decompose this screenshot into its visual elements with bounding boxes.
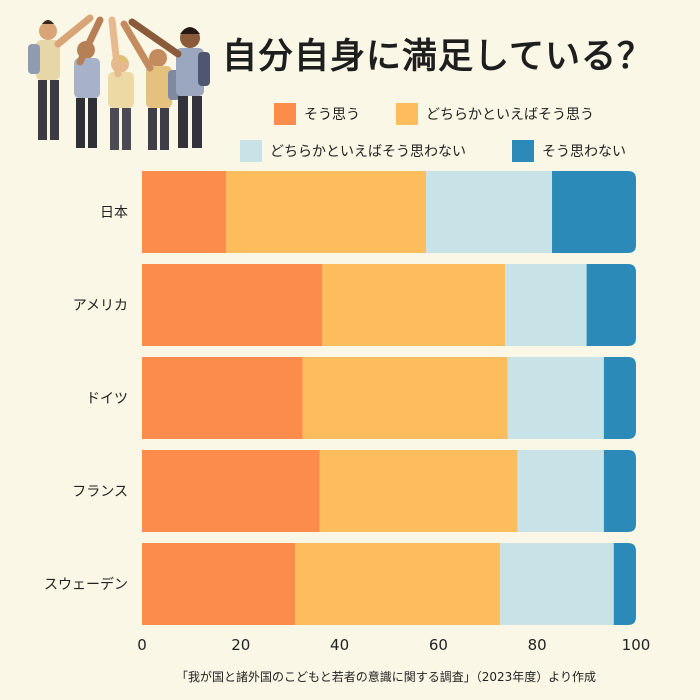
bar-segment — [426, 171, 553, 253]
x-tick-label: 40 — [330, 636, 349, 654]
bar-segment — [142, 450, 320, 532]
category-label: 日本 — [100, 205, 128, 221]
legend-label: どちらかといえばそう思う — [426, 107, 594, 123]
legend-label: そう思う — [304, 107, 360, 123]
category-label: ドイツ — [86, 391, 128, 407]
bar-segment — [225, 171, 427, 253]
bar-segment — [295, 543, 501, 625]
legend-swatch — [240, 140, 262, 162]
people-high-five-illustration — [28, 14, 210, 150]
bar-segment — [142, 543, 296, 625]
chart-title: 自分自身に満足している？ — [222, 37, 653, 77]
x-tick-label: 20 — [231, 636, 250, 654]
legend-label: どちらかといえばそう思わない — [270, 144, 466, 160]
bar-segment — [517, 450, 604, 532]
x-tick-label: 0 — [137, 636, 147, 654]
bar-segment — [142, 171, 226, 253]
x-tick-label: 80 — [528, 636, 547, 654]
bar-segment — [319, 450, 518, 532]
bar-segment — [552, 171, 636, 253]
legend-item-4: そう思わない — [512, 140, 626, 162]
bar-segment — [603, 357, 636, 439]
legend-swatch — [512, 140, 534, 162]
x-tick-label: 100 — [622, 636, 651, 654]
category-label: スウェーデン — [44, 576, 128, 593]
legend-swatch — [396, 103, 418, 125]
bar-segment — [613, 543, 636, 625]
legend-item-3: どちらかといえばそう思わない — [240, 140, 466, 162]
category-label: アメリカ — [73, 298, 128, 314]
legend-item-2: どちらかといえばそう思う — [396, 103, 594, 125]
legend-item-1: そう思う — [274, 103, 360, 125]
bar-segment — [500, 543, 614, 625]
bar-segment — [302, 357, 508, 439]
bar-segment — [505, 264, 587, 346]
bar-segment — [142, 357, 303, 439]
category-label: フランス — [72, 484, 128, 500]
source-note: 「我が国と諸外国のこどもと若者の意識に関する調査」（2023年度）より作成 — [176, 670, 597, 684]
x-tick-label: 60 — [429, 636, 448, 654]
legend-label: そう思わない — [542, 144, 626, 160]
bar-segment — [507, 357, 604, 439]
bar-segment — [142, 264, 323, 346]
bar-segment — [603, 450, 636, 532]
legend-swatch — [274, 103, 296, 125]
bar-segment — [586, 264, 636, 346]
bar-segment — [322, 264, 506, 346]
